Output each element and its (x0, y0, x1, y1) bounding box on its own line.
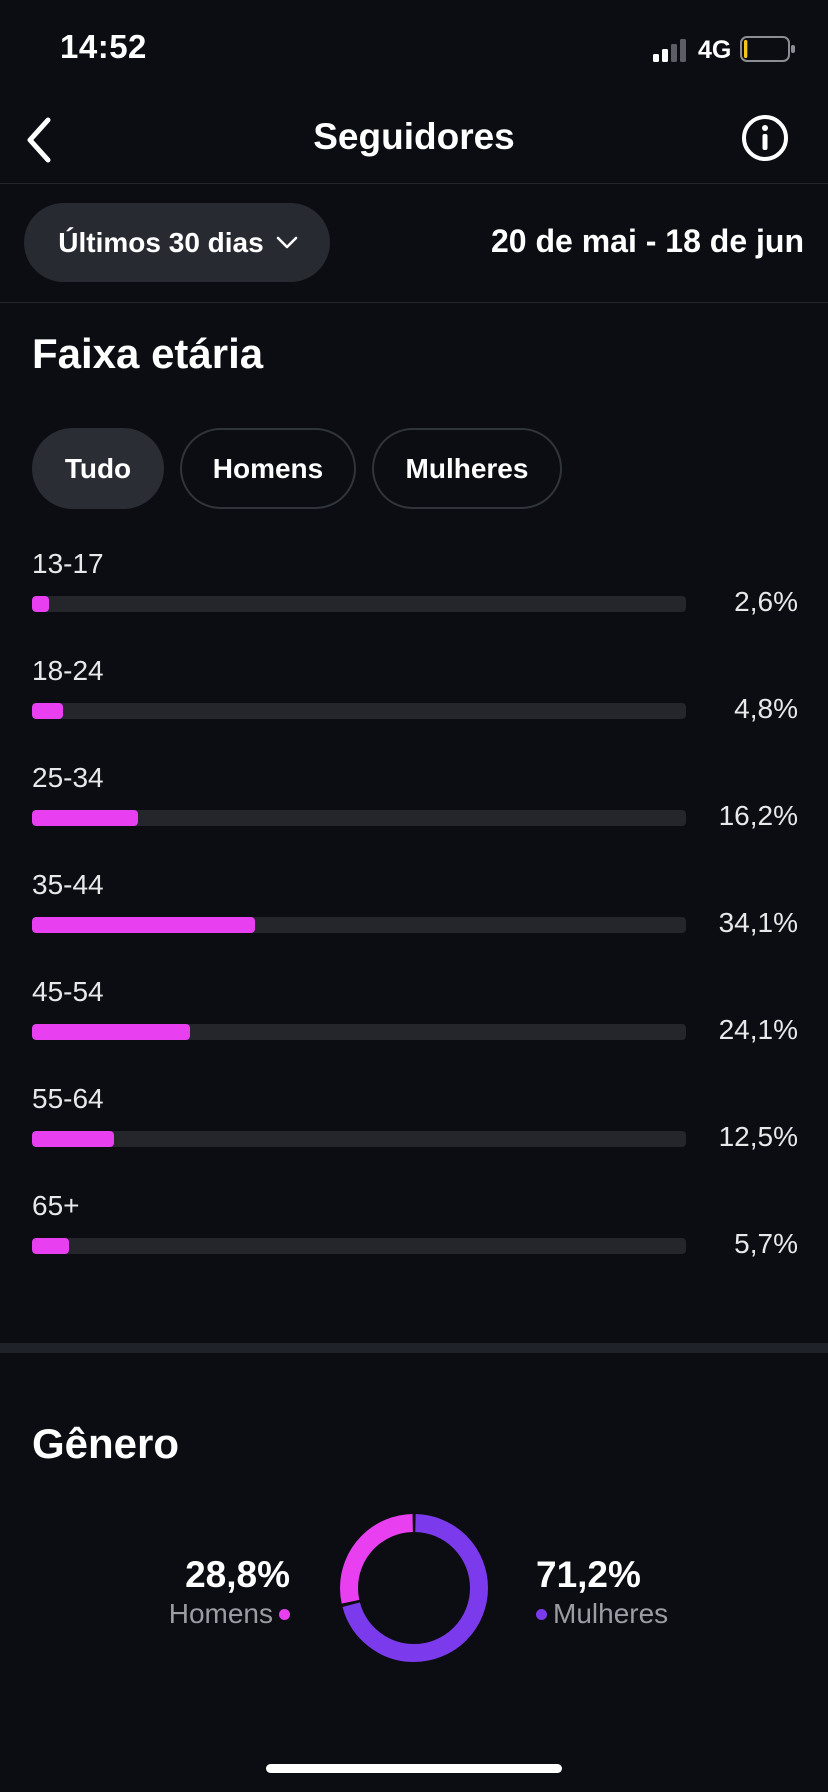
filter-chip-label: Mulheres (405, 452, 529, 484)
status-time: 14:52 (60, 28, 147, 65)
back-button[interactable] (20, 112, 60, 168)
women-label-row: Mulheres (536, 1597, 668, 1631)
age-percent: 2,6% (734, 586, 798, 617)
age-bar-track (32, 1238, 686, 1254)
age-row: 18-24 4,8% (32, 655, 798, 745)
age-bar-track (32, 917, 686, 933)
age-range-label: 55-64 (32, 1083, 104, 1114)
filter-chip-tudo[interactable]: Tudo (32, 428, 164, 509)
period-selector[interactable]: Últimos 30 dias (24, 203, 330, 282)
period-selector-label: Últimos 30 dias (58, 226, 264, 258)
home-indicator[interactable] (266, 1764, 562, 1773)
age-row: 13-17 2,6% (32, 548, 798, 638)
age-section-title: Faixa etária (32, 330, 264, 377)
age-bar-fill (32, 596, 49, 612)
date-range: 20 de mai - 18 de jun (491, 223, 804, 259)
age-row: 65+ 5,7% (32, 1190, 798, 1280)
men-percent: 28,8% (185, 1554, 290, 1595)
age-range-label: 35-44 (32, 869, 104, 900)
period-divider (0, 302, 828, 303)
age-percent: 34,1% (718, 907, 798, 938)
age-percent: 5,7% (734, 1228, 798, 1259)
women-label: Mulheres (553, 1598, 669, 1629)
page-title: Seguidores (313, 116, 515, 157)
filter-chip-mulheres[interactable]: Mulheres (372, 428, 562, 509)
age-row: 35-44 34,1% (32, 869, 798, 959)
age-row: 45-54 24,1% (32, 976, 798, 1066)
signal-bar (680, 39, 686, 62)
age-bar-track (32, 596, 686, 612)
filter-chip-label: Homens (212, 452, 324, 484)
age-percent: 16,2% (718, 800, 798, 831)
men-label: Homens (168, 1598, 273, 1629)
battery-icon (740, 36, 795, 62)
signal-bar (653, 54, 659, 62)
age-bar-track (32, 703, 686, 719)
age-percent: 12,5% (718, 1121, 798, 1152)
gender-women-summary: 71,2% Mulheres (536, 1553, 668, 1631)
women-legend-dot (536, 1608, 547, 1620)
age-percent: 24,1% (718, 1014, 798, 1045)
age-range-label: 13-17 (32, 548, 104, 579)
age-bar-track (32, 810, 686, 826)
age-bar-track (32, 1024, 686, 1040)
age-range-label: 45-54 (32, 976, 104, 1007)
section-divider (0, 1343, 828, 1353)
filter-chip-homens[interactable]: Homens (180, 428, 356, 509)
age-bar-fill (32, 1131, 114, 1147)
network-label: 4G (698, 36, 732, 64)
chevron-left-icon (27, 117, 51, 163)
women-percent: 71,2% (536, 1554, 641, 1595)
signal-bar (662, 49, 668, 62)
header-divider (0, 183, 828, 184)
signal-bar (671, 44, 677, 62)
age-range-label: 25-34 (32, 762, 104, 793)
gender-men-summary: 28,8% Homens (130, 1553, 290, 1631)
age-bar-fill (32, 703, 64, 719)
signal-icon (653, 39, 686, 62)
men-legend-dot (279, 1608, 290, 1620)
age-bar-fill (32, 1024, 190, 1040)
filter-chip-label: Tudo (64, 452, 132, 484)
age-bar-track (32, 1131, 686, 1147)
age-range-label: 65+ (32, 1190, 80, 1221)
age-bar-fill (32, 1238, 70, 1254)
age-range-label: 18-24 (32, 655, 104, 686)
age-row: 55-64 12,5% (32, 1083, 798, 1173)
info-button[interactable] (740, 113, 790, 163)
age-row: 25-34 16,2% (32, 762, 798, 852)
donut-segment-men (340, 1514, 488, 1662)
men-label-row: Homens (130, 1597, 290, 1631)
age-percent: 4,8% (734, 693, 798, 724)
chevron-down-icon (276, 236, 298, 248)
donut-segment-women (340, 1514, 488, 1662)
info-icon (742, 115, 788, 161)
gender-donut-chart (340, 1514, 488, 1662)
gender-section-title: Gênero (32, 1420, 180, 1467)
age-bar-fill (32, 810, 138, 826)
age-bar-fill (32, 917, 255, 933)
